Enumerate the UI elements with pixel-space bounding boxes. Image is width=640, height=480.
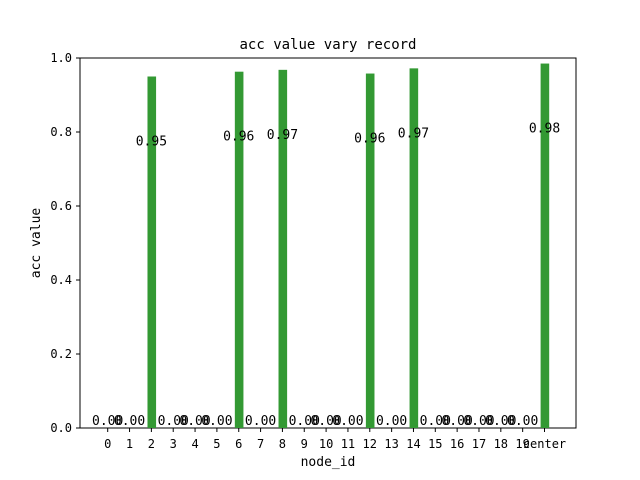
data-label: 0.00 (463, 414, 494, 429)
x-axis-label: node_id (301, 455, 356, 470)
x-tick-label: 14 (406, 437, 420, 451)
x-tick-label: 8 (279, 437, 286, 451)
x-tick-label: 1 (126, 437, 133, 451)
chart-title: acc value vary record (239, 37, 416, 53)
y-tick-label: 0.6 (50, 199, 72, 213)
x-tick-label: 4 (191, 437, 198, 451)
x-tick-label: 17 (472, 437, 486, 451)
data-label: 0.95 (136, 135, 167, 150)
y-tick-label: 0.2 (50, 347, 72, 361)
data-label: 0.00 (507, 414, 538, 429)
data-label: 0.00 (158, 414, 189, 429)
x-tick-label: 19 (515, 437, 529, 451)
y-tick-label: 0.4 (50, 273, 72, 287)
x-tick-label: 13 (384, 437, 398, 451)
data-label: 0.00 (441, 414, 472, 429)
data-label: 0.97 (267, 128, 298, 143)
data-label: 0.00 (201, 414, 232, 429)
y-axis-label: acc value (29, 208, 44, 279)
x-tick-label: 11 (341, 437, 355, 451)
data-label: 0.00 (376, 414, 407, 429)
x-tick-label: 12 (363, 437, 377, 451)
data-label: 0.00 (245, 414, 276, 429)
data-label: 0.00 (420, 414, 451, 429)
data-label: 0.00 (92, 414, 123, 429)
x-tick-label: 16 (450, 437, 464, 451)
data-label: 0.00 (485, 414, 516, 429)
data-label: 0.00 (332, 414, 363, 429)
x-tick-label: 5 (213, 437, 220, 451)
x-tick-label: 18 (494, 437, 508, 451)
data-label: 0.00 (114, 414, 145, 429)
bar-center (540, 63, 550, 429)
data-label: 0.96 (354, 132, 385, 147)
x-tick-label: 7 (257, 437, 264, 451)
y-tick-label: 1.0 (50, 51, 72, 65)
data-labels: 0.000.000.950.000.000.000.960.000.970.00… (92, 122, 560, 429)
x-tick-label: center (523, 437, 566, 451)
data-label: 0.00 (310, 414, 341, 429)
bar-6 (234, 71, 244, 428)
x-tick-label: 0 (104, 437, 111, 451)
bar-12 (365, 73, 375, 428)
x-tick-label: 6 (235, 437, 242, 451)
x-tick-label: 10 (319, 437, 333, 451)
bars-group (147, 63, 550, 429)
data-label: 0.98 (529, 122, 560, 137)
data-label: 0.97 (398, 126, 429, 141)
y-tick-label: 0.8 (50, 125, 72, 139)
x-tick-label: 2 (148, 437, 155, 451)
y-axis-ticks: 0.0 0.2 0.4 0.6 0.8 1.0 (50, 51, 80, 435)
bar-14 (409, 68, 419, 429)
y-tick-label: 0.0 (50, 421, 72, 435)
plot-area (79, 57, 577, 429)
data-label: 0.00 (289, 414, 320, 429)
x-tick-label: 15 (428, 437, 442, 451)
data-label: 0.00 (179, 414, 210, 429)
bar-8 (278, 69, 288, 428)
x-tick-label: 9 (301, 437, 308, 451)
x-tick-label: 3 (170, 437, 177, 451)
data-label: 0.96 (223, 130, 254, 145)
bar-2 (147, 76, 157, 428)
